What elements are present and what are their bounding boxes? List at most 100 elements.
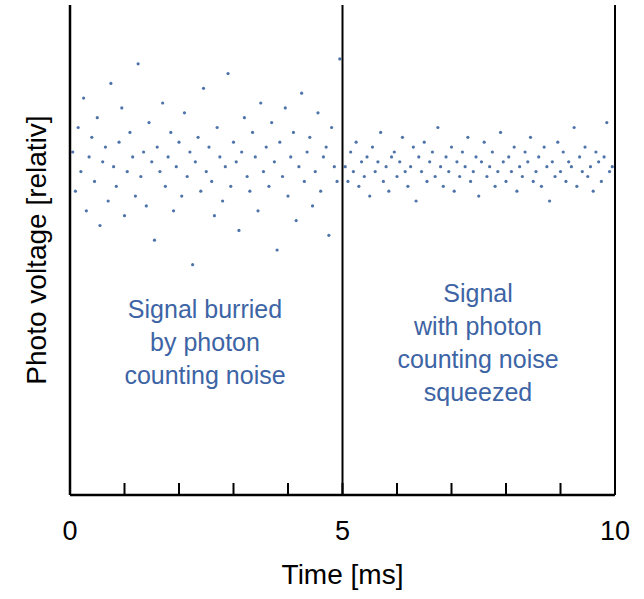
- data-point: [82, 97, 85, 100]
- data-point: [483, 141, 486, 144]
- data-point: [311, 204, 314, 207]
- data-point: [461, 150, 464, 153]
- data-point: [205, 170, 208, 173]
- data-point: [496, 170, 499, 173]
- data-point: [551, 160, 554, 163]
- divider-line: [342, 5, 344, 495]
- data-point: [442, 185, 445, 188]
- data-point: [196, 136, 199, 139]
- data-point: [382, 180, 385, 183]
- data-point: [251, 131, 254, 134]
- data-point: [338, 57, 341, 60]
- data-point: [240, 150, 243, 153]
- data-point: [371, 146, 374, 149]
- data-point: [107, 199, 110, 202]
- data-point: [305, 150, 308, 153]
- data-point: [224, 165, 227, 168]
- data-point: [453, 190, 456, 193]
- data-point: [278, 141, 281, 144]
- x-minor-tick: [178, 483, 180, 495]
- data-point: [428, 160, 431, 163]
- annotation-line: by photon: [150, 328, 260, 356]
- data-point: [177, 141, 180, 144]
- data-point: [232, 141, 235, 144]
- x-minor-tick: [396, 483, 398, 495]
- annotation-line: squeezed: [424, 378, 532, 406]
- x-minor-tick: [287, 483, 289, 495]
- data-point: [589, 165, 592, 168]
- data-point: [164, 185, 167, 188]
- data-point: [352, 170, 355, 173]
- data-point: [281, 175, 284, 178]
- data-point: [534, 170, 537, 173]
- data-point: [316, 111, 319, 114]
- data-point: [608, 170, 611, 173]
- data-point: [314, 170, 317, 173]
- data-point: [567, 160, 570, 163]
- data-point: [303, 180, 306, 183]
- data-point: [267, 185, 270, 188]
- data-point: [93, 180, 96, 183]
- data-point: [592, 190, 595, 193]
- data-point: [325, 146, 328, 149]
- data-point: [425, 180, 428, 183]
- data-point: [235, 160, 238, 163]
- data-point: [104, 146, 107, 149]
- data-point: [139, 175, 142, 178]
- data-point: [243, 116, 246, 119]
- data-point: [518, 165, 521, 168]
- data-point: [134, 195, 137, 198]
- data-point: [248, 190, 251, 193]
- data-point: [586, 175, 589, 178]
- data-point: [109, 82, 112, 85]
- data-point: [409, 165, 412, 168]
- data-point: [477, 195, 480, 198]
- data-point: [346, 180, 349, 183]
- data-point: [357, 185, 360, 188]
- data-point: [213, 214, 216, 217]
- data-point: [439, 165, 442, 168]
- data-point: [295, 219, 298, 222]
- data-point: [289, 155, 292, 158]
- data-point: [191, 263, 194, 266]
- data-point: [532, 180, 535, 183]
- data-point: [117, 141, 120, 144]
- data-point: [537, 155, 540, 158]
- data-point: [333, 165, 336, 168]
- data-point: [385, 165, 388, 168]
- x-axis-label: Time [ms]: [282, 559, 404, 590]
- data-point: [360, 160, 363, 163]
- data-point: [581, 170, 584, 173]
- x-tick: [69, 483, 71, 495]
- data-point: [273, 160, 276, 163]
- data-point: [145, 204, 148, 207]
- data-point: [556, 141, 559, 144]
- data-point: [504, 180, 507, 183]
- data-point: [469, 180, 472, 183]
- data-point: [447, 170, 450, 173]
- x-minor-tick: [560, 483, 562, 495]
- data-point: [158, 170, 161, 173]
- data-point: [474, 155, 477, 158]
- data-point: [96, 116, 99, 119]
- data-point: [455, 160, 458, 163]
- data-point: [265, 146, 268, 149]
- data-point: [553, 175, 556, 178]
- data-point: [594, 150, 597, 153]
- data-point: [491, 150, 494, 153]
- data-point: [499, 131, 502, 134]
- data-point: [368, 195, 371, 198]
- data-point: [521, 175, 524, 178]
- data-point: [186, 175, 189, 178]
- data-point: [344, 165, 347, 168]
- data-point: [458, 175, 461, 178]
- data-point: [374, 170, 377, 173]
- data-point: [488, 165, 491, 168]
- data-point: [180, 195, 183, 198]
- data-point: [376, 160, 379, 163]
- data-point: [494, 185, 497, 188]
- data-point: [297, 165, 300, 168]
- data-point: [167, 155, 170, 158]
- data-point: [77, 126, 80, 129]
- data-point: [450, 146, 453, 149]
